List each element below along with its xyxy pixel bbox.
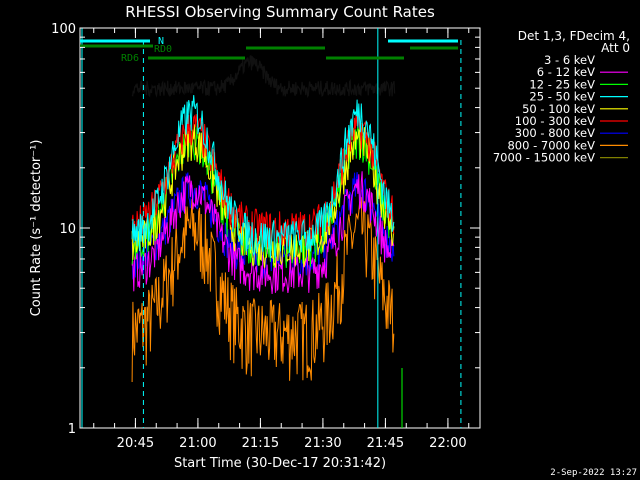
x-tick-label: 21:15 (242, 436, 279, 451)
legend-label-800-7000-kev: 800 - 7000 keV (507, 138, 595, 152)
y-axis-label: Count Rate (s⁻¹ detector⁻¹) (29, 140, 44, 317)
y-tick-label: 10 (59, 222, 76, 237)
y-tick-label: 100 (51, 22, 76, 37)
series-line-3-6-kev (131, 54, 396, 98)
legend-label-7000-15000-kev: 7000 - 15000 keV (493, 151, 595, 165)
legend-label-100-300-kev: 100 - 300 keV (515, 114, 595, 128)
y-tick-label: 1 (68, 422, 76, 437)
legend-label-12-25-kev: 12 - 25 keV (529, 77, 595, 91)
axes: 1 10 100 20:45 21:00 21:15 21:30 21:45 22:00 (51, 22, 480, 451)
legend-label-25-50-kev: 25 - 50 keV (529, 90, 595, 104)
x-tick-label: 21:30 (304, 436, 341, 451)
legend-label-3-6-kev: 3 - 6 keV (544, 53, 595, 67)
x-tick-label: 21:00 (179, 436, 216, 451)
x-tick-label: 22:00 (429, 436, 466, 451)
footer-date: 2-Sep-2022 13:27 (550, 468, 637, 478)
legend-label-6-12-kev: 6 - 12 keV (537, 65, 595, 79)
flag-label-rd6: RD6 (121, 53, 139, 64)
flag-label-n: N (158, 36, 164, 47)
legend-header-line-2: Att 0 (601, 41, 630, 55)
legend-label-300-800-kev: 300 - 800 keV (515, 126, 595, 140)
legend-label-50-100-kev: 50 - 100 keV (522, 102, 595, 116)
legend-header-line-1: Det 1,3, FDecim 4, (518, 29, 630, 43)
chart-title: RHESSI Observing Summary Count Rates (125, 3, 435, 21)
series-line-25-50-kev (131, 95, 395, 259)
series-line-800-7000-kev (131, 197, 395, 383)
x-axis-label: Start Time (30-Dec-17 20:31:42) (174, 456, 386, 471)
series-line-300-800-kev (131, 171, 395, 280)
flag-label-rd0: RD0 (154, 44, 172, 55)
x-tick-label: 20:45 (117, 436, 154, 451)
x-tick-label: 21:45 (367, 436, 404, 451)
